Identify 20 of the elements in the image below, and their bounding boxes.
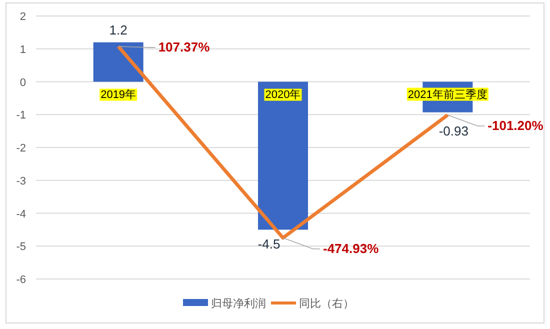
data-label: -4.5 <box>258 236 280 252</box>
x-tick-label: 2020年 <box>265 88 301 101</box>
y-tick-label: 2 <box>20 11 26 23</box>
data-label: -0.93 <box>438 123 468 138</box>
y-tick-label: -2 <box>16 142 26 154</box>
x-tick-label: 2021年前三季度 <box>408 88 488 101</box>
y-tick-label: -1 <box>16 110 26 122</box>
y-tick-label: -5 <box>16 241 26 254</box>
legend-label: 归母净利润 <box>211 297 266 310</box>
y-tick-label: 0 <box>20 76 26 89</box>
data-label: 1.2 <box>109 22 128 38</box>
data-label: -101.20% <box>488 118 544 134</box>
x-tick-label: 2019年 <box>100 88 136 101</box>
y-tick-label: 1 <box>20 44 26 56</box>
y-tick-label: -3 <box>16 175 26 188</box>
y-tick-label: -4 <box>16 208 26 220</box>
data-label: 107.37% <box>158 39 210 54</box>
data-label: -474.93% <box>323 240 380 256</box>
legend-label: 同比（右） <box>299 297 354 310</box>
y-tick-label: -6 <box>16 274 26 286</box>
